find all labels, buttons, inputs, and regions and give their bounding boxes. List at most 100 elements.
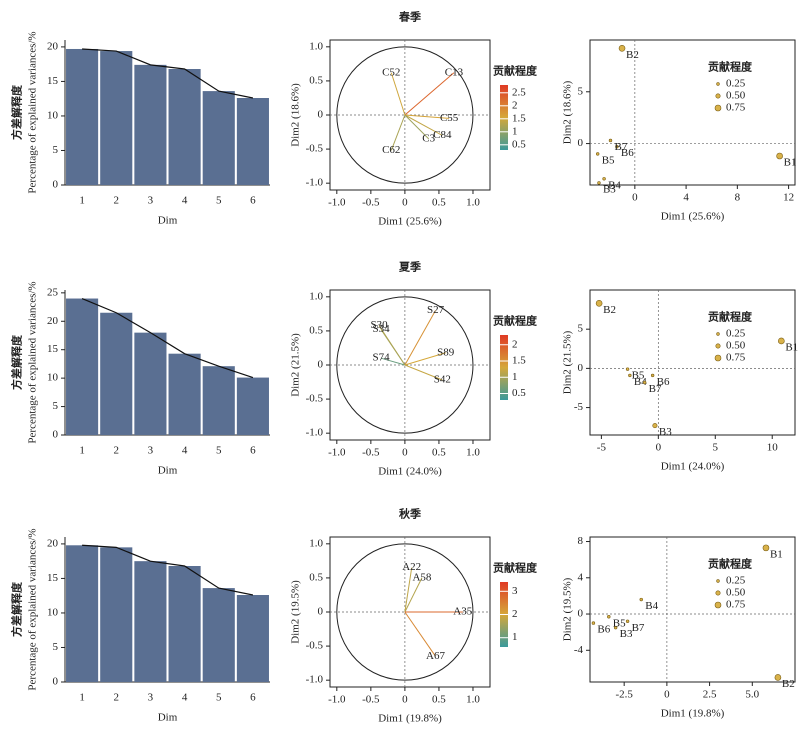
point-label: B2 (603, 304, 616, 316)
y-tick-label: 5 (578, 85, 584, 97)
x-tick-label: 5 (216, 195, 222, 207)
bar (66, 298, 99, 435)
chart-title: 夏季 (399, 260, 422, 274)
x-tick-label: 3 (148, 445, 154, 457)
legend-symbol (714, 354, 722, 362)
arrow-label: C84 (433, 129, 452, 141)
point (597, 181, 601, 185)
legend-symbol (715, 93, 721, 99)
point-label: B1 (785, 341, 798, 353)
bar (100, 51, 133, 185)
point (608, 138, 613, 143)
point-label: B6 (657, 376, 670, 388)
legend-label: 0.50 (726, 587, 746, 599)
x-tick-label: -0.5 (362, 447, 380, 459)
point (615, 144, 619, 149)
x-tick-label: 4 (182, 692, 188, 704)
y-tick-label: -4 (574, 644, 584, 656)
legend-symbol (715, 590, 721, 596)
y-tick-label: 0 (53, 179, 59, 191)
point-label: B4 (634, 376, 647, 388)
bar (168, 69, 201, 185)
legend-symbol (714, 601, 722, 609)
x-axis-label: Dim1 (19.8%) (378, 713, 442, 725)
unit-circle (336, 543, 474, 681)
legend-label: 0.25 (726, 78, 746, 90)
colorbar-label: 2 (512, 338, 518, 350)
point (607, 615, 611, 619)
unit-circle (336, 296, 474, 434)
colorbar-label: 0.5 (512, 387, 526, 399)
x-axis-label: Dim (158, 712, 178, 724)
x-axis-label: Dim (158, 465, 178, 477)
y-axis-label: Percentage of explained variances/% (27, 31, 39, 193)
point (762, 544, 770, 552)
y-tick-label: -1.0 (306, 177, 324, 189)
colorbar-label: 1 (512, 631, 518, 643)
y-tick-label: 5 (53, 400, 59, 412)
x-tick-label: 0 (664, 689, 670, 701)
colorbar-label: 0.5 (512, 138, 526, 150)
chart-title: 春季 (399, 10, 422, 24)
y-tick-label: 20 (47, 315, 59, 327)
trend-line (82, 48, 254, 99)
x-tick-label: 0.5 (432, 447, 446, 459)
bar (134, 332, 167, 435)
x-tick-label: 6 (250, 445, 256, 457)
x-tick-label: 1.0 (466, 694, 480, 706)
arrow (404, 114, 450, 119)
bar (66, 545, 99, 682)
point-label: B5 (613, 617, 626, 629)
point-label: B6 (597, 624, 610, 636)
x-tick-label: 0.5 (432, 197, 446, 209)
x-tick-label: 8 (735, 192, 741, 204)
x-tick-label: 6 (250, 692, 256, 704)
y-tick-label: 1.0 (309, 537, 323, 549)
arrow (404, 114, 443, 136)
point (650, 373, 655, 378)
point-label: B3 (620, 628, 633, 640)
arrow-label: C62 (382, 144, 400, 156)
point (625, 619, 630, 623)
y-axis-label: Dim2 (21.5%) (290, 333, 302, 397)
y-tick-label: 20 (47, 537, 59, 549)
arrow-label: C52 (382, 66, 400, 78)
point (613, 625, 618, 630)
bar (100, 312, 133, 435)
x-tick-label: 0 (402, 197, 408, 209)
y-tick-label: 0.5 (309, 324, 323, 336)
legend-title: 贡献程度 (493, 64, 538, 78)
point-label: B5 (602, 154, 615, 166)
legend-label: 0.50 (726, 340, 746, 352)
arrow-label: C3 (422, 132, 435, 144)
x-axis-label: Dim1 (24.0%) (378, 466, 442, 478)
legend-title: 贡献程度 (708, 60, 753, 74)
y-tick-label: 4 (578, 571, 584, 583)
x-tick-label: -0.5 (362, 197, 380, 209)
legend-label: 0.25 (726, 575, 746, 587)
x-tick-label: 2 (114, 445, 120, 457)
trend-line (81, 297, 254, 379)
x-tick-label: 2 (114, 692, 120, 704)
point (591, 621, 596, 625)
point-label: B4 (645, 600, 658, 612)
point (595, 152, 600, 156)
arrow (404, 567, 413, 613)
unit-circle (336, 46, 474, 184)
chart-title: 秋季 (399, 507, 422, 521)
y-tick-label: 15 (47, 75, 59, 87)
y-tick-label: -1.0 (306, 427, 324, 439)
arrow-label: C13 (445, 66, 464, 78)
arrow (404, 364, 443, 381)
point-label: B7 (632, 622, 645, 634)
x-tick-label: 1 (79, 445, 85, 457)
point-label: B1 (784, 157, 797, 169)
arrow (380, 329, 406, 366)
point (778, 337, 785, 345)
point-label: B7 (649, 383, 662, 395)
legend-label: 0.75 (726, 102, 746, 114)
arrow-label: S74 (373, 352, 391, 364)
y-tick-label: 8 (578, 535, 584, 547)
point-label: B2 (626, 49, 639, 61)
